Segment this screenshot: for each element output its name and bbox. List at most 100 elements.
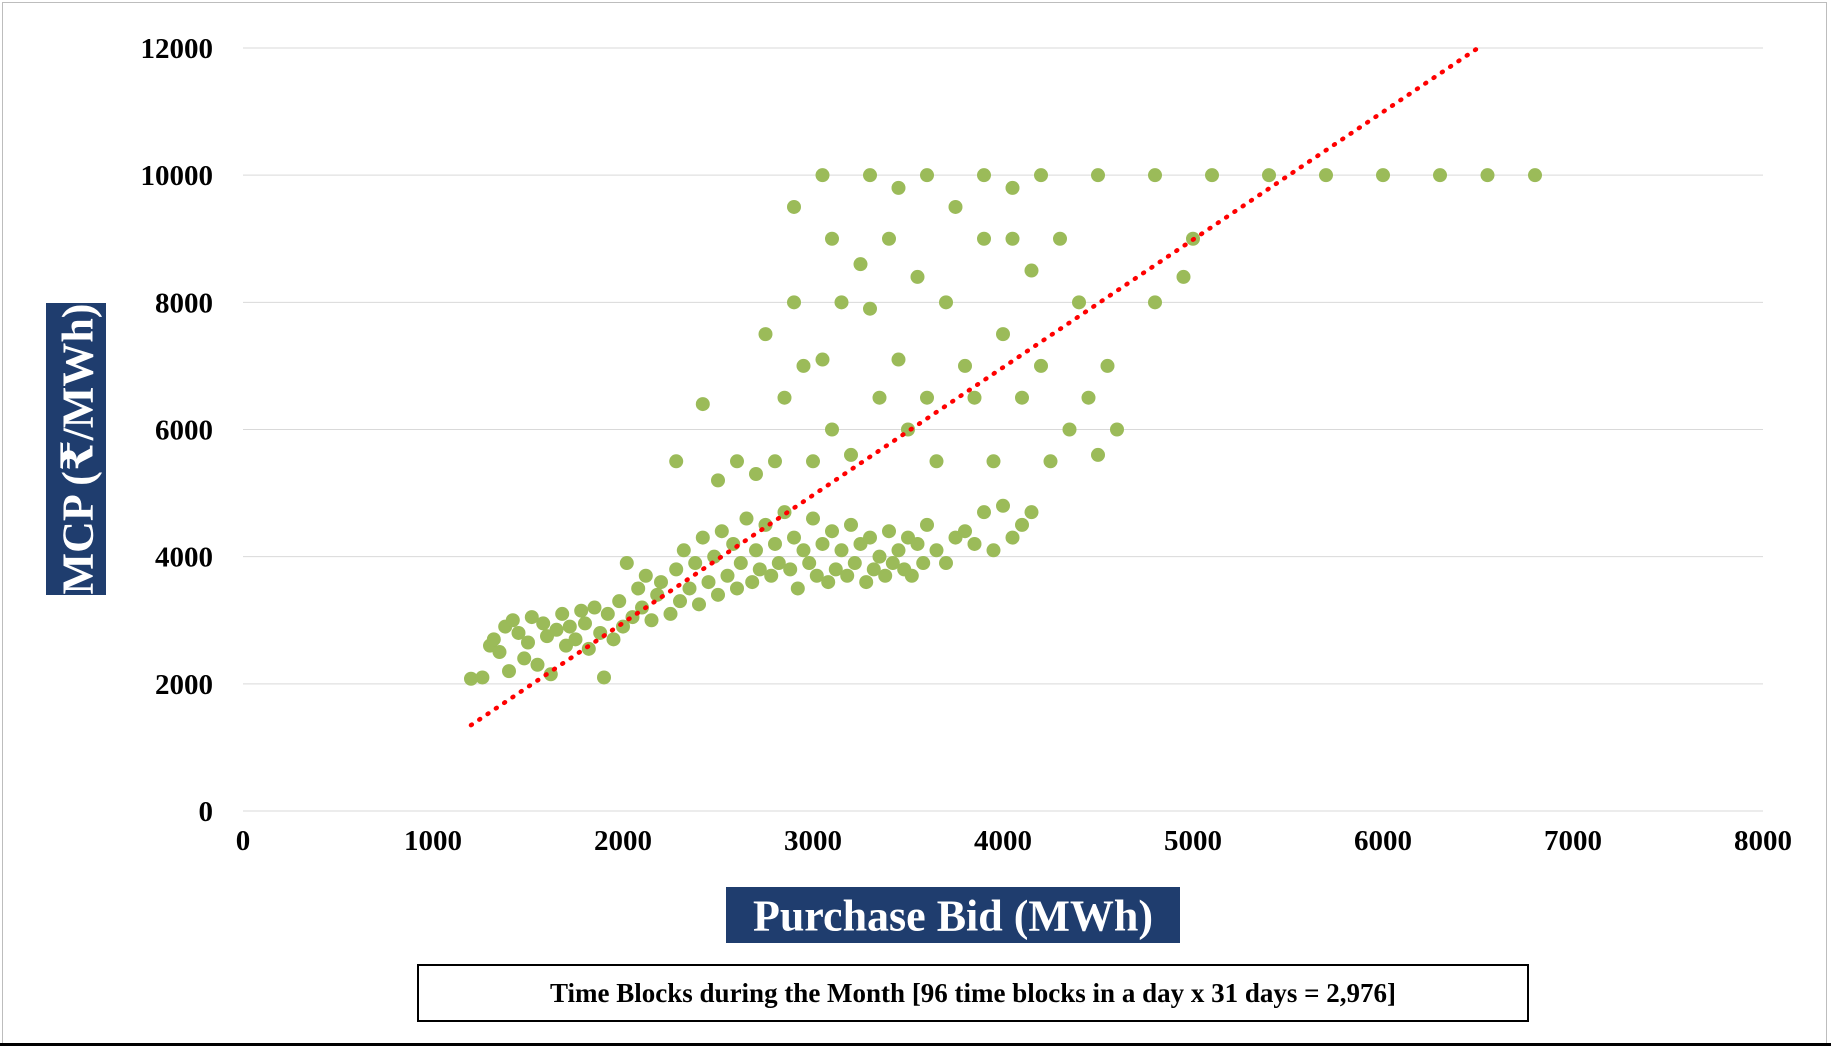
data-point (1005, 180, 1020, 195)
x-tick-label: 0 (236, 825, 251, 857)
data-point (815, 352, 830, 367)
data-point (859, 575, 874, 590)
data-point (1034, 168, 1048, 183)
data-point (695, 397, 710, 412)
data-point (825, 231, 839, 246)
data-point (958, 358, 972, 373)
data-point (910, 269, 925, 284)
y-tick-label: 2000 (155, 669, 213, 701)
data-point (967, 390, 982, 405)
data-point (1062, 422, 1077, 437)
data-point (821, 575, 836, 590)
data-point (581, 641, 596, 656)
y-tick-label: 10000 (141, 160, 214, 192)
note-text: Time Blocks during the Month [96 time bl… (550, 978, 1396, 1008)
data-point (749, 467, 763, 482)
data-point (730, 454, 744, 469)
scatter-points (464, 168, 1542, 686)
data-point (815, 536, 830, 551)
data-point (1110, 422, 1124, 437)
data-point (920, 390, 934, 405)
y-tick-label: 0 (199, 796, 214, 828)
data-point (1319, 168, 1333, 183)
data-point (714, 524, 729, 539)
gridlines (243, 47, 1763, 812)
data-point (882, 231, 896, 246)
data-point (549, 622, 564, 637)
data-point (929, 454, 944, 469)
data-point (806, 511, 820, 526)
data-point (882, 524, 896, 539)
data-point (1053, 231, 1067, 246)
data-point (1528, 168, 1542, 183)
data-point (891, 352, 906, 367)
data-point (688, 556, 703, 571)
data-point (825, 524, 839, 539)
data-point (692, 597, 706, 612)
data-point (790, 581, 805, 596)
data-point (844, 447, 858, 462)
data-point (555, 606, 570, 621)
data-point (847, 556, 862, 571)
data-point (1015, 517, 1029, 532)
data-point (600, 606, 615, 621)
y-axis-title: MCP (₹/MWh) (46, 303, 106, 595)
data-point (1480, 168, 1495, 183)
data-point (1091, 447, 1105, 462)
data-point (910, 536, 925, 551)
scatter-chart: 0 1000 2000 3000 4000 5000 6000 7000 8000 0 2000 4… (46, 33, 1792, 1022)
data-point (492, 645, 507, 660)
data-point (872, 549, 887, 564)
data-point (597, 670, 611, 685)
x-tick-label: 7000 (1544, 825, 1602, 857)
data-point (815, 168, 830, 183)
data-point (663, 606, 678, 621)
data-point (486, 632, 501, 647)
data-point (676, 543, 691, 558)
data-point (866, 562, 881, 577)
data-point (806, 454, 820, 469)
data-point (825, 422, 839, 437)
data-point (802, 556, 817, 571)
data-point (891, 180, 906, 195)
data-point (920, 168, 934, 183)
data-point (587, 600, 602, 615)
x-tick-label: 2000 (594, 825, 652, 857)
data-point (1005, 231, 1020, 246)
data-point (739, 511, 754, 526)
data-point (885, 556, 900, 571)
x-tick-label: 5000 (1164, 825, 1222, 857)
data-point (530, 657, 545, 672)
data-point (939, 295, 953, 310)
data-point (977, 231, 991, 246)
data-point (1100, 358, 1115, 373)
data-point (475, 670, 490, 685)
data-point (562, 619, 577, 634)
data-point (891, 543, 906, 558)
y-tick-label: 12000 (141, 33, 214, 65)
data-point (593, 625, 608, 640)
data-point (502, 664, 516, 679)
data-point (695, 530, 710, 545)
data-point (1433, 168, 1447, 183)
data-point (920, 517, 934, 532)
data-point (768, 536, 782, 551)
data-point (758, 327, 773, 342)
x-tick-label: 6000 (1354, 825, 1412, 857)
data-point (631, 581, 646, 596)
data-point (834, 543, 849, 558)
data-point (1376, 168, 1390, 183)
y-axis-title-text: MCP (₹/MWh) (54, 304, 103, 595)
data-point (1043, 454, 1058, 469)
data-point (682, 581, 697, 596)
data-point (654, 575, 668, 590)
data-point (1005, 530, 1020, 545)
data-point (673, 594, 687, 609)
data-point (1072, 295, 1086, 310)
x-axis-title-background (726, 887, 1180, 943)
data-point (863, 530, 877, 545)
data-point (916, 556, 931, 571)
data-point (568, 632, 583, 647)
data-point (977, 505, 991, 520)
